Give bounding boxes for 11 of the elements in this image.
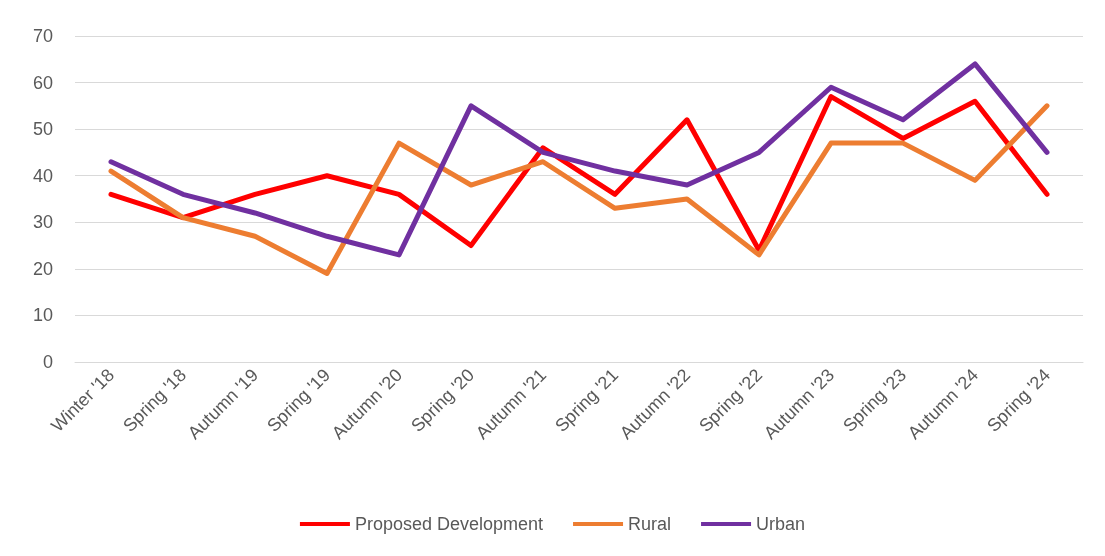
y-tick-label: 60 <box>32 72 53 93</box>
y-tick-label: 40 <box>32 165 53 186</box>
y-tick-label: 30 <box>32 212 53 233</box>
legend-label: Urban <box>756 514 806 534</box>
y-tick-label: 20 <box>32 258 53 279</box>
y-tick-label: 70 <box>32 26 53 46</box>
legend-label: Rural <box>628 514 672 534</box>
y-tick-label: 0 <box>42 352 53 372</box>
y-tick-label: 10 <box>32 305 53 326</box>
legend-label: Proposed Development <box>354 514 544 534</box>
y-tick-label: 50 <box>32 119 53 140</box>
